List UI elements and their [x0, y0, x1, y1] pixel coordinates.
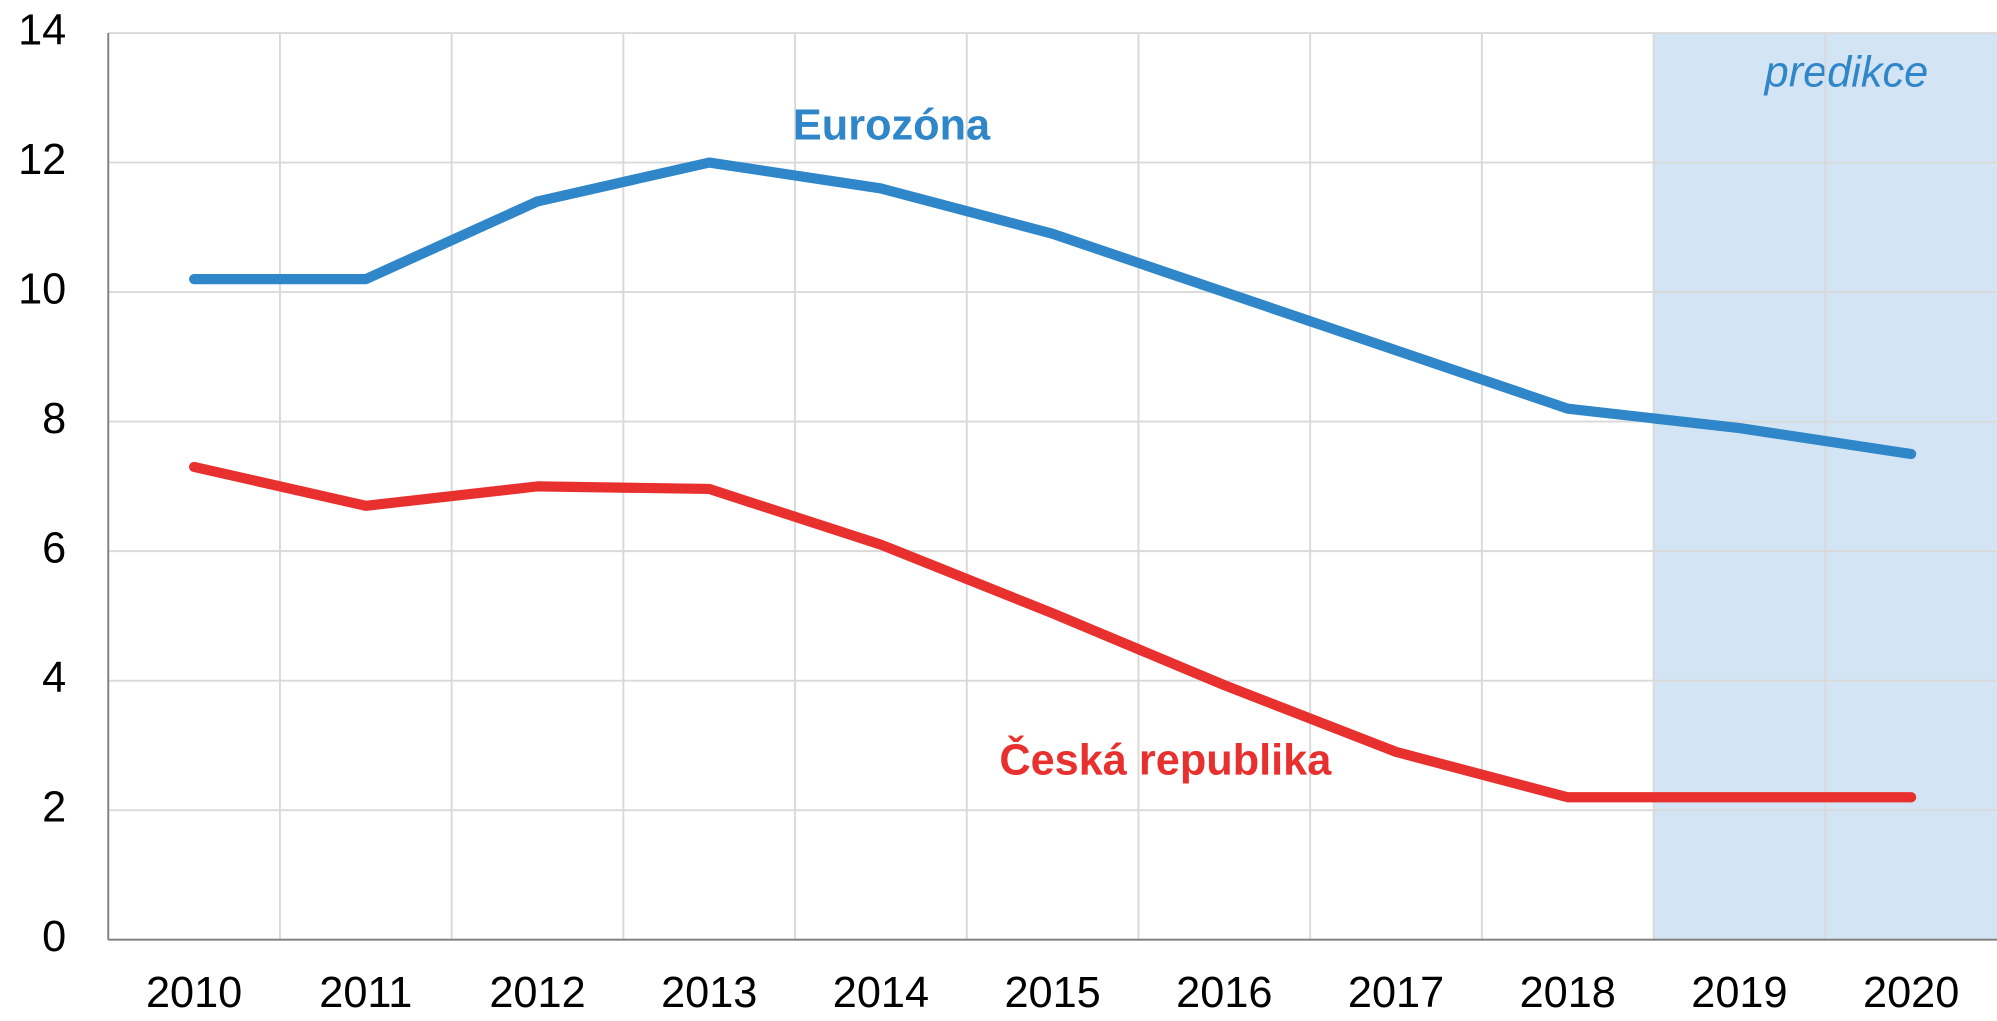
x-tick-label: 2010	[146, 969, 242, 1017]
x-tick-label: 2015	[1004, 969, 1100, 1017]
y-tick-label: 14	[18, 6, 66, 54]
y-tick-label: 10	[18, 266, 66, 314]
x-tick-label: 2014	[833, 969, 929, 1017]
series-label: Česká republika	[999, 736, 1332, 785]
x-tick-label: 2011	[319, 969, 412, 1017]
x-tick-label: 2016	[1176, 969, 1272, 1017]
y-tick-label: 0	[42, 913, 66, 961]
x-tick-label: 2019	[1691, 969, 1787, 1017]
series-line	[189, 157, 1917, 460]
series-label: Eurozóna	[793, 102, 991, 150]
y-tick-label: 8	[42, 395, 66, 443]
series-line	[189, 461, 1917, 803]
y-tick-label: 12	[18, 136, 66, 184]
y-tick-label: 6	[42, 525, 66, 573]
x-tick-label: 2013	[661, 969, 757, 1017]
x-tick-label: 2017	[1348, 969, 1444, 1017]
forecast-label: predikce	[1763, 48, 1929, 96]
y-tick-label: 2	[42, 784, 66, 832]
x-tick-label: 2012	[489, 969, 585, 1017]
x-tick-label: 2018	[1520, 969, 1616, 1017]
x-tick-label: 2020	[1863, 969, 1959, 1017]
y-tick-label: 4	[42, 654, 66, 702]
